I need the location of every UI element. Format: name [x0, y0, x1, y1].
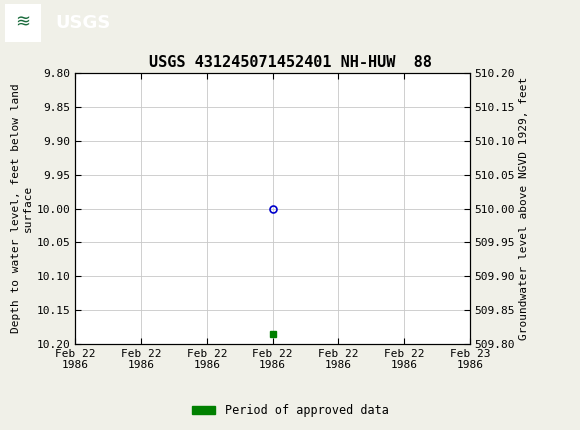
Legend: Period of approved data: Period of approved data — [187, 399, 393, 422]
FancyBboxPatch shape — [5, 3, 41, 42]
Y-axis label: Depth to water level, feet below land
surface: Depth to water level, feet below land su… — [11, 84, 32, 333]
Text: USGS: USGS — [55, 14, 110, 31]
Text: ≋: ≋ — [15, 14, 30, 31]
Y-axis label: Groundwater level above NGVD 1929, feet: Groundwater level above NGVD 1929, feet — [519, 77, 530, 340]
Text: USGS 431245071452401 NH-HUW  88: USGS 431245071452401 NH-HUW 88 — [148, 55, 432, 70]
